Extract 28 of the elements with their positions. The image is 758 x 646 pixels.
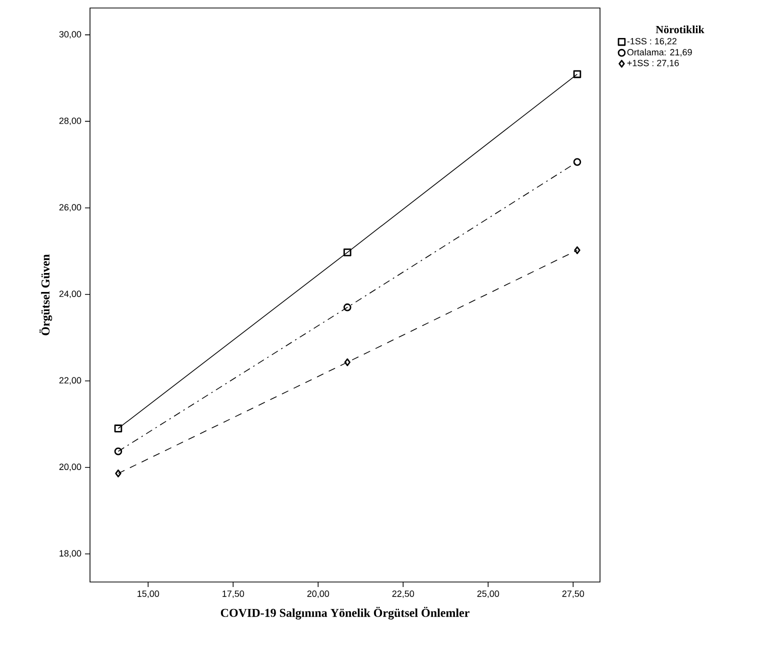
x-tick-label: 15,00 <box>138 590 160 598</box>
point <box>114 447 122 456</box>
legend-title: Nörotiklik <box>656 26 704 34</box>
legend-label: -1SS : 16,22 <box>627 38 676 46</box>
y-tick-label: 22,00 <box>59 377 82 385</box>
y-axis-title: Örgütsel Güven <box>39 254 52 336</box>
y-tick-label: 20,00 <box>59 464 82 472</box>
y-tick-label: 28,00 <box>59 118 82 126</box>
point <box>343 248 352 256</box>
point <box>114 424 122 432</box>
x-tick-label: 25,00 <box>477 590 500 598</box>
y-tick-label: 30,00 <box>59 31 82 39</box>
point <box>343 303 352 312</box>
x-axis-title: COVID-19 Salgınına Yönelik Örgütsel Önlemler <box>220 606 470 620</box>
x-tick-label: 17,50 <box>222 590 244 598</box>
legend-label: Ortalama: 21,69 <box>627 48 692 56</box>
point <box>344 358 350 366</box>
point <box>573 70 582 78</box>
point <box>115 470 122 478</box>
point <box>573 158 582 166</box>
y-tick-label: 24,00 <box>59 290 82 298</box>
legend-label: +1SS : 27,16 <box>627 60 679 68</box>
x-tick-label: 22,50 <box>392 590 414 598</box>
x-tick-label: 27,50 <box>562 590 584 598</box>
point <box>574 246 580 254</box>
y-tick-label: 26,00 <box>59 204 82 212</box>
y-tick-label: 18,00 <box>60 550 82 558</box>
x-tick-label: 20,00 <box>307 590 330 598</box>
